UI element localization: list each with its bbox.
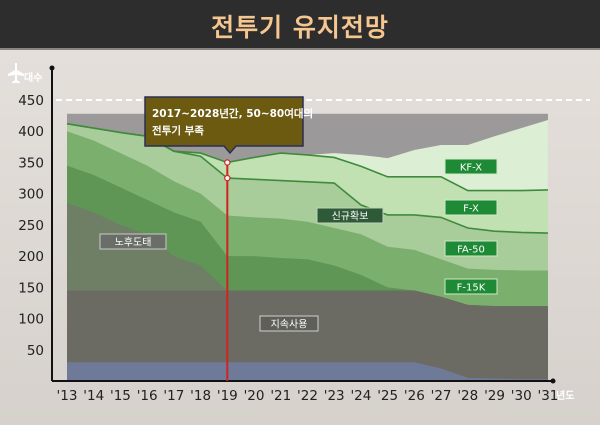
- x-tick-label: '23: [324, 388, 345, 404]
- marker-point: [224, 174, 231, 182]
- area-지속사용: [67, 290, 548, 381]
- x-tick-label: '19: [217, 388, 238, 404]
- x-tick-label: '18: [190, 388, 211, 404]
- x-tick-label: '31: [538, 388, 559, 404]
- area-base-blue: [67, 362, 548, 381]
- label-text: 노후도태: [115, 237, 152, 249]
- x-tick-label: '22: [297, 388, 318, 404]
- series-label-keep: 지속사용: [259, 315, 319, 332]
- series-label-fx: F-X: [444, 199, 498, 216]
- fighter-jet-icon: [8, 63, 24, 83]
- y-tick-label: 250: [18, 218, 44, 234]
- series-label-f15k: F-15K: [444, 278, 498, 295]
- x-tick-label: '17: [163, 388, 184, 404]
- x-tick-label: '26: [404, 388, 425, 404]
- annotation-callout: [144, 96, 304, 155]
- label-box: [444, 278, 498, 295]
- series-label-retire: 노후도태: [99, 233, 167, 250]
- annotation-text: 전투기 부족: [152, 124, 204, 137]
- y-tick-label: 200: [18, 249, 44, 265]
- label-text: 지속사용: [271, 319, 308, 331]
- y-tick-label: 50: [27, 343, 44, 359]
- label-text: 신규확보: [332, 211, 369, 223]
- label-text: F-X: [463, 204, 479, 215]
- x-tick-label: '30: [511, 388, 532, 404]
- label-text: F-15K: [457, 283, 486, 294]
- marker-point: [224, 159, 231, 166]
- label-box: [444, 199, 498, 216]
- y-tick-label: 100: [18, 312, 44, 328]
- y-tick-label: 300: [18, 187, 44, 203]
- series-label-fa50: FA-50: [444, 240, 498, 257]
- x-tick-label: '24: [350, 388, 371, 404]
- series-label-new: 신규확보: [316, 207, 384, 224]
- x-tick-label: '14: [83, 388, 104, 404]
- label-box: [444, 240, 498, 257]
- y-axis-end: [49, 65, 55, 71]
- label-box: [259, 315, 319, 332]
- y-tick-label: 150: [18, 280, 44, 296]
- y-axis-label: 대수: [24, 71, 42, 84]
- label-text: FA-50: [457, 245, 485, 256]
- annotation-text: 2017~2028년간, 50~80여대의: [152, 107, 313, 120]
- label-box: [444, 158, 498, 175]
- y-tick-label: 450: [18, 93, 44, 109]
- x-tick-label: '15: [110, 388, 131, 404]
- x-axis-label: 년도: [556, 389, 574, 402]
- y-tick-label: 400: [18, 124, 44, 140]
- x-axis-end: [550, 378, 556, 384]
- label-box: [316, 207, 384, 224]
- x-tick-label: '29: [484, 388, 505, 404]
- x-tick-label: '13: [57, 388, 78, 404]
- x-tick-label: '25: [377, 388, 398, 404]
- x-tick-label: '27: [431, 388, 452, 404]
- y-tick-label: 350: [18, 155, 44, 171]
- x-tick-label: '28: [457, 388, 478, 404]
- x-tick-label: '16: [137, 388, 158, 404]
- label-text: KF-X: [460, 163, 482, 174]
- x-tick-label: '21: [270, 388, 291, 404]
- label-box: [99, 233, 167, 250]
- x-tick-label: '20: [244, 388, 265, 404]
- series-label-kfx: KF-X: [444, 158, 498, 175]
- page-title: 전투기 유지전망: [211, 13, 389, 42]
- title-bar: 전투기 유지전망: [0, 0, 600, 50]
